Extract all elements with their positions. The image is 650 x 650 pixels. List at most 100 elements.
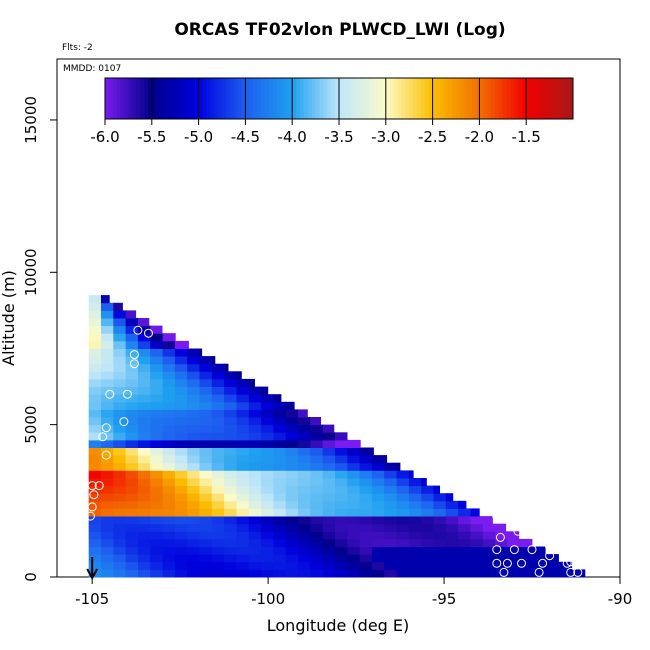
heatmap-cell bbox=[137, 485, 151, 494]
heatmap-cell bbox=[285, 508, 299, 517]
heatmap-cell bbox=[248, 569, 262, 578]
heatmap-cell bbox=[347, 516, 361, 525]
heatmap-cell bbox=[125, 401, 139, 410]
flight-point bbox=[154, 310, 164, 320]
heatmap-cell bbox=[433, 554, 447, 563]
heatmap-cell bbox=[335, 485, 348, 494]
heatmap-cell bbox=[88, 394, 102, 403]
heatmap-cell bbox=[113, 348, 127, 357]
heatmap-cell bbox=[261, 478, 274, 487]
heatmap-cell bbox=[310, 561, 324, 570]
heatmap-cell bbox=[211, 561, 225, 570]
colorbar-segment bbox=[214, 78, 219, 119]
colorbar-segment bbox=[346, 78, 352, 119]
heatmap-cell bbox=[273, 401, 287, 410]
colorbar-segment bbox=[553, 78, 558, 119]
colorbar-segment bbox=[112, 78, 118, 119]
heatmap-cell bbox=[421, 500, 434, 509]
heatmap-cell bbox=[421, 523, 434, 532]
heatmap-cell bbox=[113, 455, 127, 464]
colorbar-segment bbox=[530, 78, 535, 119]
heatmap-cell bbox=[174, 561, 188, 570]
heatmap-cell bbox=[101, 538, 114, 547]
heatmap-cell bbox=[174, 455, 188, 464]
heatmap-cell bbox=[113, 432, 127, 441]
heatmap-cell bbox=[285, 470, 299, 479]
heatmap-cell bbox=[162, 401, 176, 410]
heatmap-cell bbox=[445, 516, 459, 525]
heatmap-cell bbox=[310, 508, 324, 517]
flight-point bbox=[559, 545, 569, 555]
heatmap-cell bbox=[248, 538, 262, 547]
heatmap-cell bbox=[211, 516, 225, 525]
flight-point bbox=[495, 532, 505, 542]
colorbar-segment bbox=[171, 78, 176, 119]
heatmap-cell bbox=[199, 485, 213, 494]
heatmap-cell bbox=[137, 523, 151, 532]
colorbar-segment bbox=[565, 78, 570, 119]
colorbar-segment bbox=[175, 78, 180, 119]
flight-point bbox=[85, 511, 95, 521]
heatmap-cell bbox=[396, 546, 410, 555]
heatmap-cell bbox=[335, 493, 348, 502]
heatmap-cell bbox=[482, 516, 493, 525]
heatmap-cell bbox=[137, 531, 151, 540]
colorbar-segment bbox=[140, 78, 145, 119]
heatmap-cell bbox=[322, 554, 336, 563]
heatmap-cell bbox=[224, 538, 237, 547]
colorbar-segment bbox=[108, 78, 114, 119]
heatmap-cell bbox=[421, 531, 434, 540]
heatmap-cell bbox=[199, 432, 213, 441]
heatmap-cell bbox=[150, 356, 163, 365]
colorbar-segment bbox=[132, 78, 137, 119]
heatmap-cell bbox=[88, 310, 102, 319]
colorbar-segment bbox=[237, 78, 242, 119]
heatmap-cell bbox=[433, 508, 447, 517]
heatmap-cell bbox=[162, 561, 176, 570]
colorbar-segment bbox=[249, 78, 254, 119]
colorbar-segment bbox=[210, 78, 215, 119]
heatmap-cell bbox=[101, 561, 114, 570]
heatmap-cell bbox=[421, 554, 434, 563]
heatmap-cell bbox=[150, 538, 163, 547]
heatmap-cell bbox=[310, 538, 324, 547]
colorbar-segment bbox=[428, 78, 433, 119]
colorbar-tick-label: -4.5 bbox=[231, 128, 260, 146]
heatmap-cell bbox=[113, 310, 127, 319]
heatmap-cell bbox=[174, 371, 188, 380]
heatmap-cell bbox=[187, 401, 200, 410]
heatmap-cell bbox=[396, 485, 410, 494]
heatmap-cell bbox=[433, 546, 447, 555]
heatmap-cell bbox=[408, 485, 422, 494]
heatmap-cell bbox=[396, 508, 410, 517]
heatmap-cell bbox=[458, 546, 471, 555]
heatmap-cell bbox=[199, 561, 213, 570]
heatmap-cell bbox=[458, 531, 471, 540]
colorbar-segment bbox=[541, 78, 547, 119]
heatmap-cell bbox=[408, 493, 422, 502]
heatmap-cell bbox=[236, 554, 250, 563]
heatmap-cell bbox=[347, 455, 361, 464]
colorbar-segment bbox=[549, 78, 554, 119]
colorbar-tick-label: -4.0 bbox=[278, 128, 307, 146]
heatmap-cell bbox=[224, 378, 237, 387]
heatmap-cell bbox=[199, 538, 213, 547]
heatmap-cell bbox=[359, 538, 373, 547]
heatmap-cell bbox=[224, 424, 237, 433]
heatmap-cell bbox=[248, 516, 262, 525]
heatmap-cell bbox=[408, 500, 422, 509]
heatmap-cell bbox=[137, 371, 151, 380]
heatmap-cell bbox=[125, 531, 139, 540]
heatmap-cell bbox=[248, 485, 262, 494]
heatmap-cell bbox=[199, 554, 213, 563]
heatmap-cell bbox=[285, 432, 299, 441]
heatmap-cell bbox=[199, 439, 213, 448]
heatmap-cell bbox=[569, 569, 582, 578]
heatmap-cell bbox=[88, 538, 102, 547]
colorbar-segment bbox=[354, 78, 359, 119]
heatmap-cell bbox=[88, 340, 102, 349]
colorbar-segment bbox=[335, 78, 340, 119]
heatmap-cell bbox=[310, 516, 324, 525]
heatmap-cell bbox=[322, 523, 336, 532]
colorbar-tick-label: -1.5 bbox=[512, 128, 541, 146]
